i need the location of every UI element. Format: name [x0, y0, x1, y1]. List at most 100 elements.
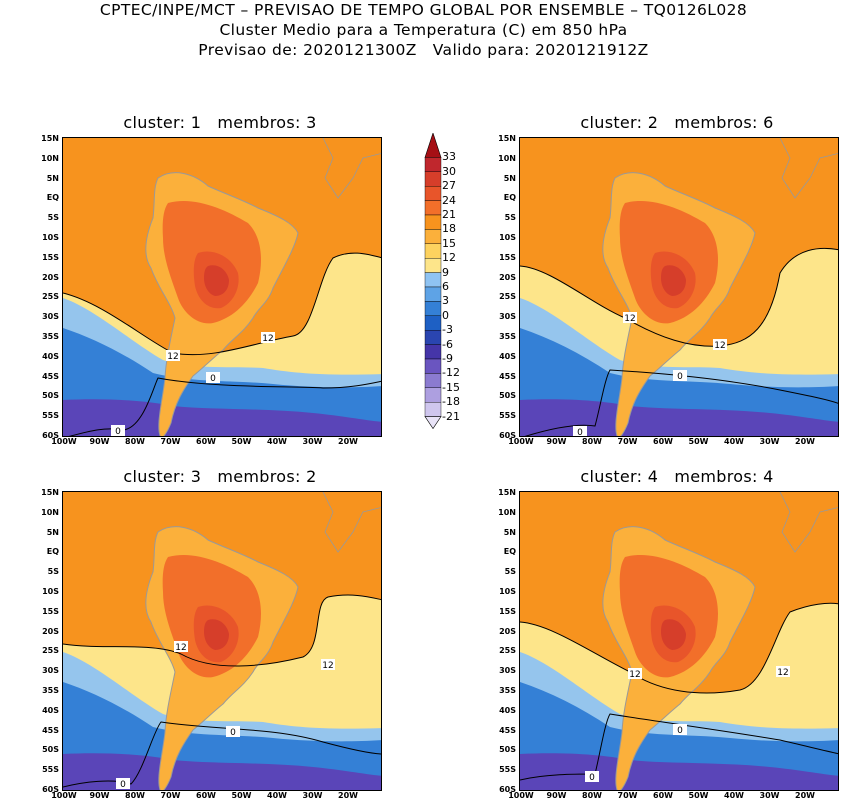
lon-label: 40W — [724, 791, 744, 800]
colorbar-label: -21 — [442, 409, 460, 423]
lon-label: 100W — [51, 791, 77, 800]
lat-label: 25S — [42, 646, 59, 656]
panel-title-cluster-3: cluster: 3 membros: 2 — [123, 467, 317, 486]
contour-label-0: 0 — [116, 778, 130, 790]
lat-label: 30S — [499, 666, 516, 676]
colorbar-cap-top — [424, 133, 442, 158]
lat-label: EQ — [46, 193, 59, 203]
band-minus6 — [520, 753, 838, 790]
lat-label: 10S — [42, 587, 59, 596]
contour-label-0: 0 — [226, 726, 240, 738]
contour-0 — [524, 369, 838, 436]
lat-label: 15N — [41, 134, 59, 143]
lat-label: 45S — [499, 725, 516, 735]
lat-label: EQ — [503, 547, 516, 557]
colorbar-label: 18 — [442, 222, 456, 236]
lon-label: 70W — [617, 791, 638, 800]
coastline-africa — [322, 492, 381, 553]
figure-title-line1: CPTEC/INPE/MCT – PREVISAO DE TEMPO GLOBA… — [99, 1, 748, 19]
contour-label-0: 0 — [585, 771, 599, 783]
panel-title-cluster-1: cluster: 1 membros: 3 — [123, 113, 317, 132]
lat-label: 35S — [499, 686, 516, 695]
contour-label-12: 12 — [776, 666, 790, 678]
temperature-field: 12 12 0 0 — [520, 138, 838, 437]
lat-label: 20S — [42, 272, 59, 282]
contour-label-0: 0 — [673, 370, 687, 382]
coastline-africa — [322, 138, 381, 199]
colorbar-segment — [424, 301, 442, 316]
coastline — [602, 526, 756, 790]
svg-text:0: 0 — [120, 780, 126, 790]
svg-text:12: 12 — [262, 334, 273, 344]
colorbar-segment — [424, 272, 442, 288]
map-panel-cluster-2: 12 12 0 0 — [519, 137, 839, 437]
lat-label: 30S — [42, 666, 59, 676]
lon-label: 60W — [653, 437, 673, 446]
colorbar-segment — [424, 243, 442, 259]
map-panel-cluster-4: 12 12 0 0 — [519, 491, 839, 791]
lon-label: 80W — [125, 791, 145, 800]
colorbar-label: 30 — [442, 164, 456, 178]
lat-label: 20S — [499, 626, 516, 636]
lat-label: 25S — [499, 292, 516, 302]
colorbar-segment — [424, 186, 442, 201]
colorbar — [424, 133, 442, 430]
colorbar-segment — [424, 286, 442, 302]
svg-text:12: 12 — [624, 314, 635, 324]
colorbar-label: -3 — [442, 323, 453, 337]
lon-label: 80W — [582, 437, 602, 446]
svg-text:12: 12 — [175, 643, 186, 653]
lon-label: 30W — [302, 791, 323, 800]
lon-label: 60W — [653, 791, 673, 800]
coastline — [145, 526, 299, 790]
lat-label: 35S — [42, 332, 59, 341]
coastline — [145, 172, 299, 436]
lat-label: 35S — [42, 686, 59, 695]
lon-label: 20W — [795, 791, 815, 800]
colorbar-label: 12 — [442, 251, 456, 265]
lon-label: 90W — [89, 437, 110, 446]
svg-text:0: 0 — [210, 374, 216, 384]
lat-label: 55S — [499, 765, 516, 775]
lat-label: 5N — [46, 527, 59, 537]
lat-label: 30S — [42, 312, 59, 322]
lat-label: 10N — [498, 507, 516, 517]
svg-text:0: 0 — [677, 372, 683, 382]
lat-label: 60S — [499, 431, 516, 440]
lat-label: 55S — [499, 411, 516, 421]
colorbar-segment — [424, 229, 442, 245]
lon-label: 40W — [267, 791, 287, 800]
contour-label-12: 12 — [261, 332, 275, 344]
lon-label: 60W — [196, 791, 216, 800]
colorbar-segment — [424, 257, 442, 273]
svg-text:12: 12 — [322, 661, 333, 671]
svg-text:12: 12 — [167, 352, 178, 362]
lat-label: 15N — [41, 488, 59, 497]
warm-core-27 — [661, 265, 686, 296]
band-minus6 — [63, 399, 381, 436]
coastline-africa — [779, 492, 838, 553]
lat-label: 50S — [42, 391, 59, 401]
contour-label-0: 0 — [573, 426, 587, 437]
colorbar-segment — [424, 171, 442, 187]
temperature-field: 12 12 0 0 — [63, 492, 381, 790]
colorbar-label: -15 — [442, 380, 460, 394]
colorbar-segment — [424, 315, 442, 331]
colorbar-segment — [424, 373, 442, 388]
contour-12 — [63, 252, 381, 356]
svg-text:0: 0 — [589, 773, 595, 783]
lat-label: 15N — [498, 134, 516, 143]
lat-label: 15N — [498, 488, 516, 497]
temperature-field: 12 12 0 0 — [63, 138, 381, 436]
lat-label: 10S — [499, 233, 516, 242]
lat-label: 40S — [42, 351, 59, 361]
colorbar-label: 6 — [442, 280, 449, 293]
colorbar-label: -18 — [442, 395, 460, 409]
svg-text:0: 0 — [577, 428, 583, 437]
lon-label: 40W — [267, 437, 287, 446]
contour-label-0: 0 — [206, 372, 220, 384]
contour-12 — [63, 594, 381, 667]
figure-title-line2: Cluster Medio para a Temperatura (C) em … — [219, 21, 628, 39]
lon-label: 70W — [160, 437, 181, 446]
contour-label-0: 0 — [673, 724, 687, 736]
